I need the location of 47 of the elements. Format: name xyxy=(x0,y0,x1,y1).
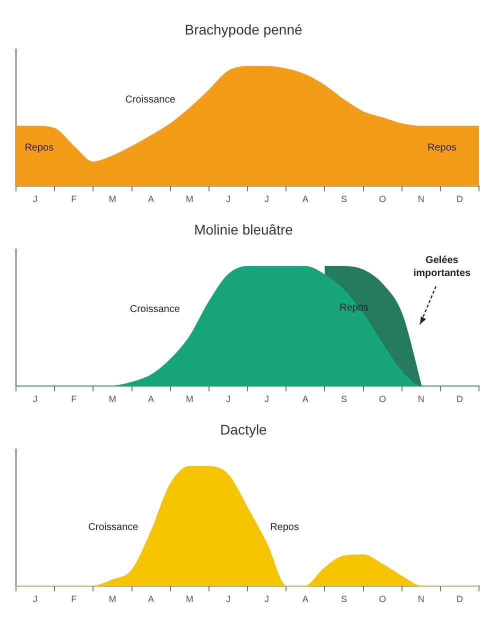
annotation: Croissance xyxy=(130,304,180,316)
annotation: Gelées importantes xyxy=(413,255,472,280)
x-tick-label: M xyxy=(186,394,194,404)
x-tick-label: O xyxy=(379,394,386,404)
x-tick-label: N xyxy=(418,394,424,404)
x-tick-label: A xyxy=(148,594,154,604)
x-tick-label: J xyxy=(33,394,38,404)
x-tick-label: J xyxy=(226,194,230,204)
x-tick-label: A xyxy=(302,594,308,604)
x-tick-label: A xyxy=(302,194,308,204)
x-tick-label: M xyxy=(186,194,194,204)
x-tick-label: N xyxy=(418,194,424,204)
x-tick-label: J xyxy=(226,594,230,604)
chart-title: Brachypode penné xyxy=(184,21,302,38)
x-tick-label: J xyxy=(33,194,38,204)
x-tick-label: D xyxy=(456,594,464,604)
annotation: Repos xyxy=(428,142,456,154)
annotation: Repos xyxy=(24,142,54,154)
x-tick-label: F xyxy=(71,594,78,604)
x-tick-label: D xyxy=(456,394,464,404)
annotation: Repos xyxy=(340,302,368,314)
x-tick-label: S xyxy=(340,394,347,404)
x-tick-label: O xyxy=(379,594,386,604)
x-tick-label: J xyxy=(264,194,270,204)
x-tick-label: M xyxy=(186,594,194,604)
x-tick-label: J xyxy=(33,594,38,604)
x-tick-label: M xyxy=(108,194,116,204)
x-tick-label: D xyxy=(456,194,464,204)
x-tick-label: J xyxy=(264,394,270,404)
annotation: Croissance xyxy=(88,522,139,533)
x-tick-label: S xyxy=(340,594,347,604)
chart-title: Dactyle xyxy=(220,421,268,438)
x-tick-label: A xyxy=(148,394,154,404)
x-tick-label: N xyxy=(418,594,424,604)
x-tick-label: A xyxy=(302,394,308,404)
annotation: Croissance xyxy=(125,94,176,106)
x-tick-label: F xyxy=(71,194,78,204)
chart-title: Molinie bleuâtre xyxy=(194,221,294,238)
x-tick-label: M xyxy=(108,394,116,404)
x-tick-label: F xyxy=(71,394,78,404)
annotation: Repos xyxy=(270,522,299,533)
x-tick-label: J xyxy=(264,594,270,604)
x-tick-label: O xyxy=(379,194,386,204)
x-tick-label: S xyxy=(340,194,347,204)
x-tick-label: A xyxy=(148,194,154,204)
x-tick-label: J xyxy=(226,394,230,404)
x-tick-label: M xyxy=(108,594,116,604)
